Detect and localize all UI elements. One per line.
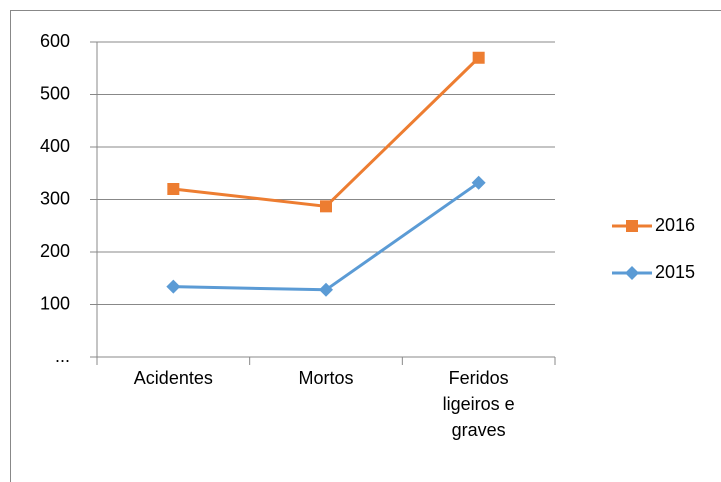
marker: [167, 183, 180, 195]
x-tick-label: Feridos ligeiros e graves: [442, 368, 515, 440]
y-tick-label: 100: [40, 293, 70, 313]
y-tick-label: 400: [40, 136, 70, 156]
y-tick-label: 500: [40, 83, 70, 103]
series-line: [173, 181, 480, 292]
x-tick-label: Mortos: [298, 368, 354, 388]
marker: [319, 282, 333, 297]
y-tick-label: ...: [55, 346, 70, 366]
y-tick-label: 300: [40, 188, 70, 208]
marker: [320, 200, 332, 213]
x-tick-label: Acidentes: [133, 368, 213, 388]
y-tick-label: 200: [40, 241, 70, 261]
legend-label: 2016: [655, 215, 695, 235]
legend-label: 2015: [655, 262, 695, 282]
marker: [471, 175, 486, 190]
series-line: [173, 56, 480, 208]
marker: [166, 279, 181, 294]
chart-border: [10, 10, 721, 482]
marker: [472, 51, 485, 64]
marker: [626, 220, 638, 232]
marker: [625, 266, 639, 280]
y-tick-label: 600: [40, 31, 70, 51]
